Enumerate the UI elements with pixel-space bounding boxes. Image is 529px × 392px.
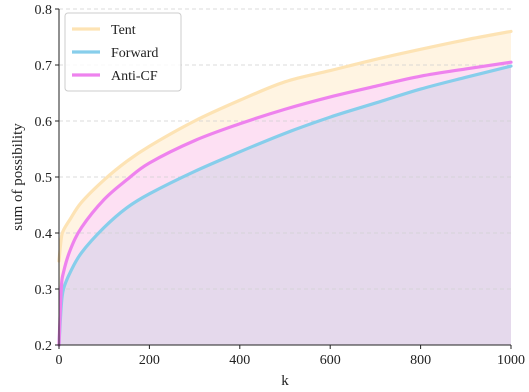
- x-tick-label: 0: [56, 353, 63, 368]
- x-ticks: 0 200 400 600 800 1000: [56, 345, 525, 368]
- y-tick-label: 0.4: [35, 227, 53, 242]
- area-fill-forward: [59, 66, 511, 346]
- x-tick-label: 400: [229, 353, 250, 368]
- series-line-forward: [57, 64, 513, 347]
- legend-box: [64, 12, 182, 92]
- legend-label: Anti-CF: [111, 69, 158, 84]
- y-ticks: 0.2 0.3 0.4 0.5 0.6 0.7 0.8: [35, 3, 59, 354]
- y-axis-label: sum of possibility: [10, 123, 26, 231]
- y-tick-label: 0.7: [35, 59, 53, 74]
- x-tick-label: 800: [410, 353, 431, 368]
- x-tick-label: 1000: [497, 353, 525, 368]
- area-fill-tent: [59, 31, 511, 346]
- x-tick-label: 200: [139, 353, 160, 368]
- legend-label: Forward: [111, 46, 158, 61]
- series-lines: [57, 29, 513, 347]
- y-tick-label: 0.5: [35, 171, 53, 186]
- area-fill-anti-cf: [59, 62, 511, 345]
- y-tick-label: 0.3: [35, 283, 53, 298]
- legend-label: Tent: [111, 23, 136, 38]
- x-axis-label: k: [281, 373, 289, 389]
- legend: Tent Forward Anti-CF: [64, 12, 182, 92]
- series-line-tent: [57, 29, 513, 263]
- x-tick-label: 600: [320, 353, 341, 368]
- y-tick-label: 0.8: [35, 3, 53, 18]
- area-fills: [59, 31, 511, 346]
- series-line-anti-cf: [57, 60, 513, 347]
- y-tick-label: 0.6: [35, 115, 53, 130]
- grid-lines: [59, 8, 511, 290]
- y-tick-label: 0.2: [35, 339, 53, 354]
